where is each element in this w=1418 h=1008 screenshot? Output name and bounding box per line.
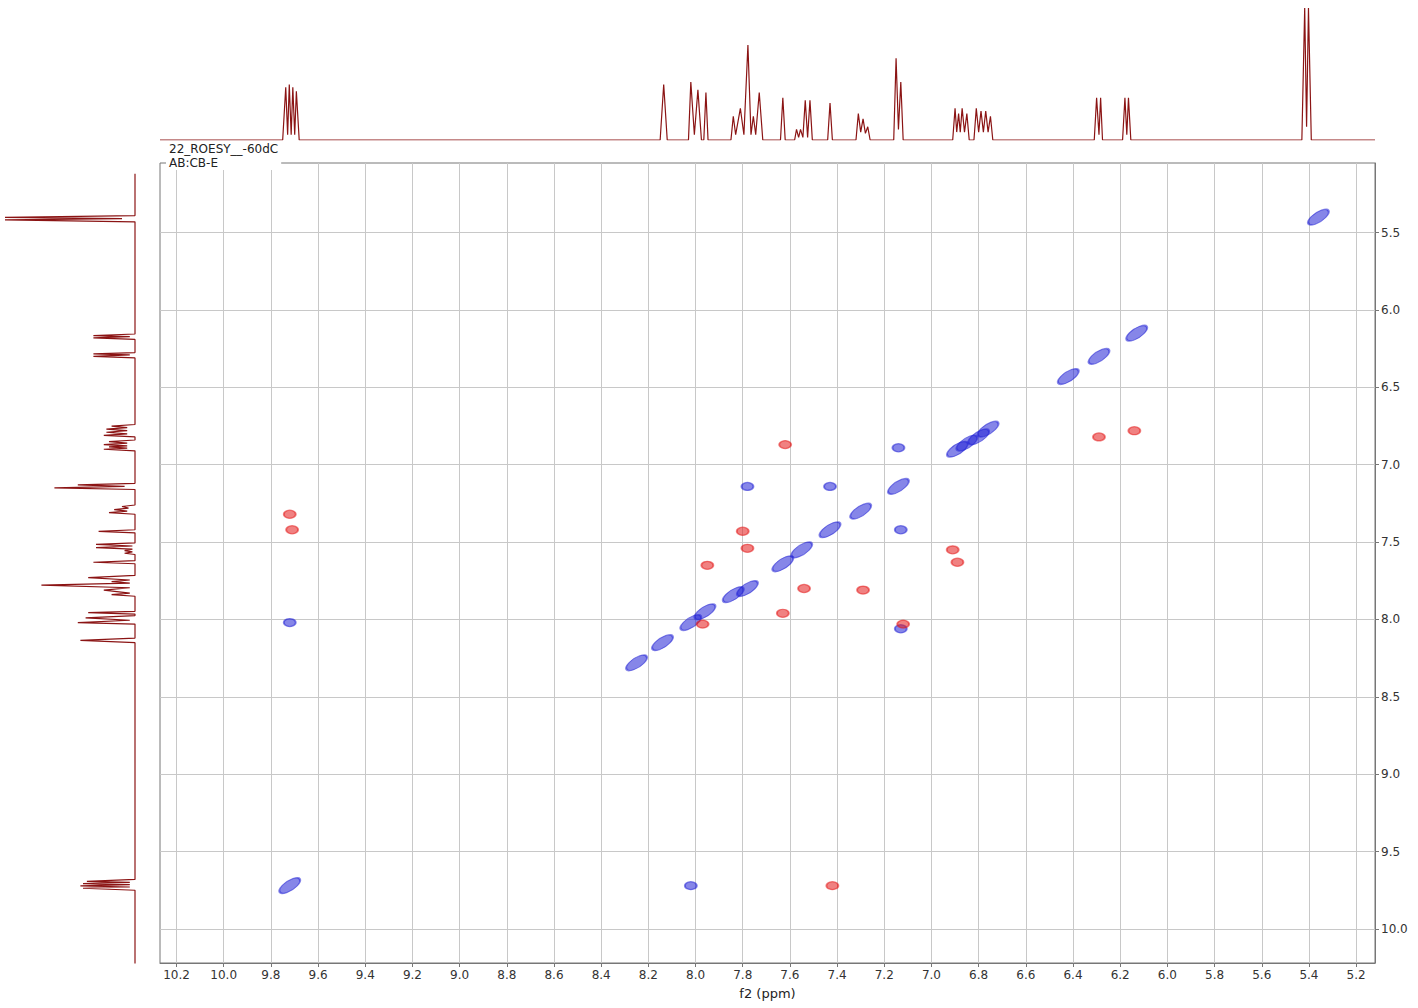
svg-text:8.0: 8.0 — [1381, 612, 1400, 626]
svg-text:8.2: 8.2 — [639, 968, 658, 982]
svg-text:10.2: 10.2 — [163, 968, 190, 982]
svg-text:6.0: 6.0 — [1381, 303, 1400, 317]
svg-text:9.5: 9.5 — [1381, 845, 1400, 859]
svg-text:9.6: 9.6 — [309, 968, 328, 982]
svg-text:6.4: 6.4 — [1063, 968, 1082, 982]
svg-text:8.5: 8.5 — [1381, 690, 1400, 704]
svg-text:7.2: 7.2 — [875, 968, 894, 982]
svg-text:5.4: 5.4 — [1299, 968, 1318, 982]
svg-text:8.0: 8.0 — [686, 968, 705, 982]
svg-text:7.8: 7.8 — [733, 968, 752, 982]
svg-text:8.8: 8.8 — [497, 968, 516, 982]
svg-text:6.6: 6.6 — [1016, 968, 1035, 982]
svg-text:9.0: 9.0 — [1381, 767, 1400, 781]
svg-text:7.6: 7.6 — [780, 968, 799, 982]
svg-text:9.4: 9.4 — [356, 968, 375, 982]
svg-text:8.6: 8.6 — [544, 968, 563, 982]
svg-text:AB:CB-E: AB:CB-E — [169, 156, 218, 170]
svg-text:9.0: 9.0 — [450, 968, 469, 982]
svg-text:5.5: 5.5 — [1381, 226, 1400, 240]
svg-text:10.0: 10.0 — [210, 968, 237, 982]
svg-text:6.0: 6.0 — [1158, 968, 1177, 982]
svg-text:9.8: 9.8 — [261, 968, 280, 982]
svg-text:7.0: 7.0 — [1381, 458, 1400, 472]
svg-text:7.0: 7.0 — [922, 968, 941, 982]
svg-text:9.2: 9.2 — [403, 968, 422, 982]
svg-text:7.4: 7.4 — [828, 968, 847, 982]
svg-text:5.8: 5.8 — [1205, 968, 1224, 982]
svg-text:22_ROESY__-60dC: 22_ROESY__-60dC — [169, 142, 278, 156]
svg-text:7.5: 7.5 — [1381, 535, 1400, 549]
svg-text:6.5: 6.5 — [1381, 380, 1400, 394]
svg-text:10.0: 10.0 — [1381, 922, 1408, 936]
svg-text:f2 (ppm): f2 (ppm) — [739, 986, 795, 1001]
svg-text:5.2: 5.2 — [1347, 968, 1366, 982]
svg-text:6.2: 6.2 — [1111, 968, 1130, 982]
svg-text:5.6: 5.6 — [1252, 968, 1271, 982]
svg-text:8.4: 8.4 — [592, 968, 611, 982]
svg-text:6.8: 6.8 — [969, 968, 988, 982]
